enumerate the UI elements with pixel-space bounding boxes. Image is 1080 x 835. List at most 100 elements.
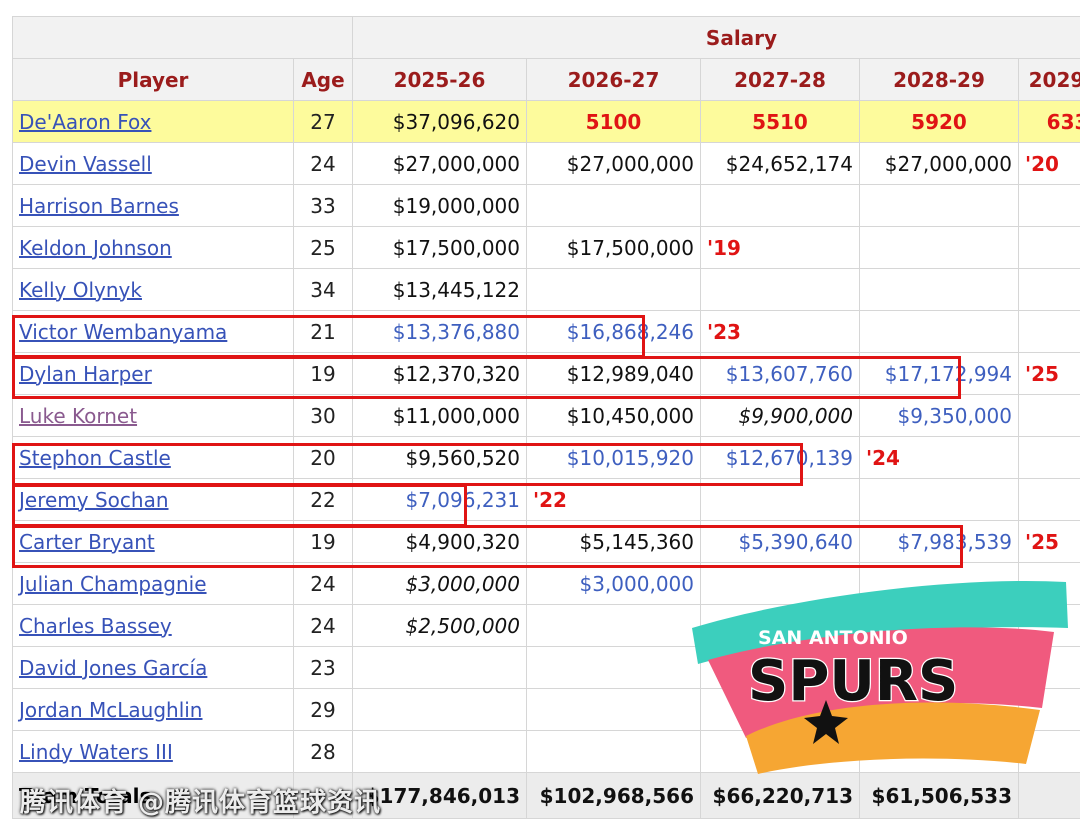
player-link[interactable]: Devin Vassell — [19, 151, 152, 176]
salary-cell — [352, 730, 527, 773]
salary-cell — [1017, 226, 1080, 269]
total-cell: $177,846,013 — [352, 772, 527, 819]
salary-cell — [859, 478, 1019, 521]
age-cell: 27 — [293, 100, 353, 143]
year-column-header[interactable]: 2028-29 — [859, 58, 1019, 101]
salary-cell: $3,000,000 — [526, 562, 701, 605]
salary-cell — [1017, 478, 1080, 521]
salary-cell — [1017, 184, 1080, 227]
salary-cell: $13,445,122 — [352, 268, 527, 311]
salary-cell — [526, 268, 701, 311]
salary-table: Salary Player Age 2025-26 2026-27 2027-2… — [12, 16, 1080, 819]
salary-cell — [859, 310, 1019, 353]
total-cell: $66,220,713 — [700, 772, 860, 819]
player-cell: Keldon Johnson — [12, 226, 294, 269]
age-cell: 25 — [293, 226, 353, 269]
draft-year-note: '20 — [1017, 142, 1080, 185]
salary-cell: $9,350,000 — [859, 394, 1019, 437]
total-cell — [1017, 772, 1080, 819]
player-cell: Julian Champagnie — [12, 562, 294, 605]
player-link[interactable]: Charles Bassey — [19, 613, 172, 638]
year-column-header[interactable]: 2027-28 — [700, 58, 860, 101]
player-cell: Lindy Waters III — [12, 730, 294, 773]
salary-cell: $10,450,000 — [526, 394, 701, 437]
salary-cell — [700, 184, 860, 227]
player-cell: Luke Kornet — [12, 394, 294, 437]
totals-row: Team Totals $177,846,013 $102,968,566 $6… — [12, 772, 1080, 819]
age-cell: 34 — [293, 268, 353, 311]
salary-cell — [526, 646, 701, 689]
table-row: Keldon Johnson 25 $17,500,000 $17,500,00… — [12, 226, 1080, 269]
salary-cell — [526, 730, 701, 773]
draft-year-note: '24 — [859, 436, 1019, 479]
player-link[interactable]: David Jones García — [19, 655, 208, 680]
player-column-header[interactable]: Player — [12, 58, 294, 101]
year-column-header[interactable]: 2025-26 — [352, 58, 527, 101]
salary-cell — [859, 184, 1019, 227]
age-cell: 28 — [293, 730, 353, 773]
salary-cell — [1017, 268, 1080, 311]
player-cell: Charles Bassey — [12, 604, 294, 647]
salary-cell — [352, 688, 527, 731]
player-link[interactable]: Julian Champagnie — [19, 571, 207, 596]
player-link[interactable]: Carter Bryant — [19, 529, 155, 554]
highlight-box-harper — [12, 356, 961, 399]
highlight-box-bryant — [12, 525, 963, 568]
player-cell: De'Aaron Fox — [12, 100, 294, 143]
salary-cell — [352, 646, 527, 689]
age-cell: 33 — [293, 184, 353, 227]
draft-year-note: '23 — [700, 310, 860, 353]
salary-cell — [1017, 394, 1080, 437]
player-link[interactable]: Kelly Olynyk — [19, 277, 142, 302]
highlight-box-wembanyama — [12, 315, 645, 358]
player-link[interactable]: Harrison Barnes — [19, 193, 179, 218]
salary-cell: $9,900,000 — [700, 394, 860, 437]
salary-cell: $19,000,000 — [352, 184, 527, 227]
player-cell: Dylan Harper — [12, 352, 294, 395]
salary-cell: $27,000,000 — [859, 142, 1019, 185]
salary-cell: $17,172,994 — [859, 352, 1019, 395]
table-row: Luke Kornet 30 $11,000,000 $10,450,000 $… — [12, 394, 1080, 437]
player-link[interactable]: De'Aaron Fox — [19, 109, 152, 134]
table-row: Devin Vassell 24 $27,000,000 $27,000,000… — [12, 142, 1080, 185]
salary-cell: $12,370,320 — [352, 352, 527, 395]
totals-label: Team Totals — [12, 772, 294, 819]
table-row: Jeremy Sochan 22 $7,096,231 '22 — [12, 478, 1080, 521]
salary-cell: $2,500,000 — [352, 604, 527, 647]
age-cell: 24 — [293, 562, 353, 605]
salary-group-header: Salary — [351, 16, 1080, 59]
logo-team-text: SPURS — [748, 649, 958, 714]
age-cell: 24 — [293, 604, 353, 647]
player-link[interactable]: Lindy Waters III — [19, 739, 173, 764]
salary-cell: $11,000,000 — [352, 394, 527, 437]
player-link[interactable]: Luke Kornet — [19, 403, 138, 428]
year-column-header[interactable]: 2029-30 — [1017, 58, 1080, 101]
player-link[interactable]: Victor Wembanyama — [19, 319, 228, 344]
age-cell: 30 — [293, 394, 353, 437]
salary-cell — [1017, 310, 1080, 353]
table-row: De'Aaron Fox 27 $37,096,620 5100 5510 59… — [12, 100, 1080, 143]
age-column-header[interactable]: Age — [293, 58, 353, 101]
player-cell: Harrison Barnes — [12, 184, 294, 227]
salary-cell: $17,500,000 — [526, 226, 701, 269]
player-link[interactable]: Jordan McLaughlin — [19, 697, 203, 722]
total-cell: $61,506,533 — [859, 772, 1019, 819]
spur-star-icon — [804, 700, 848, 744]
table-row: Dylan Harper 19 $12,370,320 $12,989,040 … — [12, 352, 1080, 395]
player-link[interactable]: Stephon Castle — [19, 445, 171, 470]
salary-cell — [1017, 436, 1080, 479]
year-column-header[interactable]: 2026-27 — [526, 58, 701, 101]
salary-cell — [859, 226, 1019, 269]
highlight-box-sochan — [12, 484, 467, 527]
header-blank-cell — [12, 16, 353, 59]
salary-cell — [526, 688, 701, 731]
annotation-cell: 5920 — [859, 100, 1019, 143]
age-cell: 19 — [293, 352, 353, 395]
salary-cell — [859, 268, 1019, 311]
player-link[interactable]: Dylan Harper — [19, 361, 152, 386]
salary-cell: $3,000,000 — [352, 562, 527, 605]
player-cell: Kelly Olynyk — [12, 268, 294, 311]
player-link[interactable]: Keldon Johnson — [19, 235, 172, 260]
player-link[interactable]: Jeremy Sochan — [19, 487, 169, 512]
